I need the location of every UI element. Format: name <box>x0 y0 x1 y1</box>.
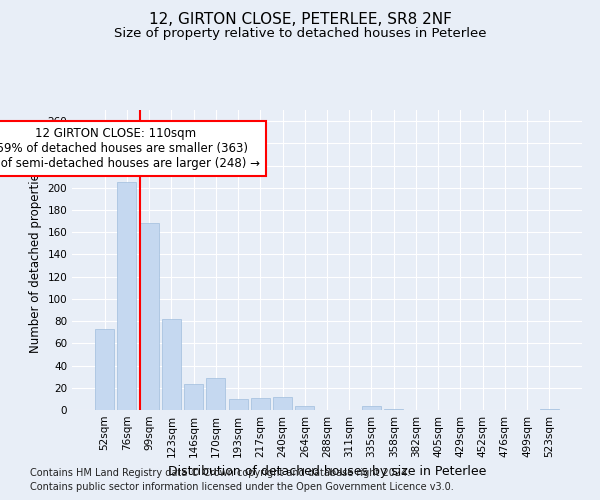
Bar <box>140 224 158 410</box>
Bar <box>295 406 314 410</box>
Bar <box>118 182 136 410</box>
Text: 12 GIRTON CLOSE: 110sqm
← 59% of detached houses are smaller (363)
40% of semi-d: 12 GIRTON CLOSE: 110sqm ← 59% of detache… <box>0 126 260 170</box>
Y-axis label: Number of detached properties: Number of detached properties <box>29 167 42 353</box>
Bar <box>206 378 225 410</box>
Text: Contains HM Land Registry data © Crown copyright and database right 2024.: Contains HM Land Registry data © Crown c… <box>30 468 410 477</box>
Text: Size of property relative to detached houses in Peterlee: Size of property relative to detached ho… <box>114 28 486 40</box>
Bar <box>184 384 203 410</box>
Bar <box>95 329 114 410</box>
Bar <box>162 319 181 410</box>
Bar <box>273 396 292 410</box>
Text: Contains public sector information licensed under the Open Government Licence v3: Contains public sector information licen… <box>30 482 454 492</box>
Bar <box>229 399 248 410</box>
Bar <box>362 406 381 410</box>
Bar <box>540 409 559 410</box>
Bar <box>384 409 403 410</box>
Text: 12, GIRTON CLOSE, PETERLEE, SR8 2NF: 12, GIRTON CLOSE, PETERLEE, SR8 2NF <box>149 12 451 28</box>
X-axis label: Distribution of detached houses by size in Peterlee: Distribution of detached houses by size … <box>168 466 486 478</box>
Bar <box>251 398 270 410</box>
